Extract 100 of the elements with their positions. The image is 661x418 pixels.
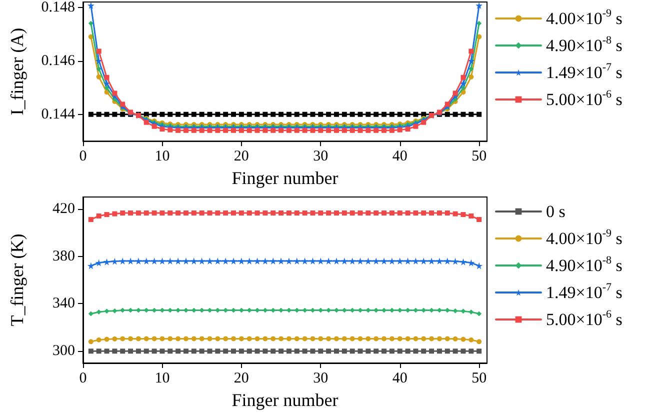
point xyxy=(160,126,165,132)
point xyxy=(120,210,126,216)
y-axis-title: T_finger (K) xyxy=(7,234,27,326)
point xyxy=(294,210,300,216)
point xyxy=(382,348,387,354)
point xyxy=(382,112,387,117)
point xyxy=(207,348,212,354)
point xyxy=(144,210,149,216)
point xyxy=(350,112,355,117)
point xyxy=(366,336,371,342)
point xyxy=(183,210,188,216)
point xyxy=(405,336,410,342)
point xyxy=(144,348,149,354)
point xyxy=(350,336,355,342)
point xyxy=(87,262,94,270)
point xyxy=(152,124,157,129)
point xyxy=(460,80,467,87)
point xyxy=(342,210,347,216)
point xyxy=(128,336,134,342)
point xyxy=(104,336,110,342)
point xyxy=(421,210,426,216)
point xyxy=(302,112,308,117)
point xyxy=(396,258,404,265)
point xyxy=(444,210,450,216)
point xyxy=(136,348,141,354)
point xyxy=(112,348,118,354)
point xyxy=(278,258,285,265)
point xyxy=(254,210,260,216)
x-tick-label: 50 xyxy=(472,370,487,386)
point xyxy=(429,348,434,354)
point xyxy=(334,210,339,216)
point xyxy=(340,258,348,265)
point xyxy=(160,348,165,354)
legend-label: 0 s xyxy=(546,202,566,221)
point xyxy=(158,258,166,265)
point xyxy=(436,258,443,265)
point xyxy=(96,112,102,117)
point xyxy=(318,112,324,117)
point xyxy=(382,336,387,342)
point xyxy=(246,128,252,133)
point xyxy=(176,112,181,117)
point xyxy=(214,258,222,265)
point xyxy=(254,336,260,342)
point xyxy=(103,80,110,87)
point xyxy=(168,127,173,132)
point xyxy=(476,2,483,9)
point xyxy=(199,336,204,342)
point xyxy=(444,336,450,342)
point xyxy=(413,210,418,216)
point xyxy=(96,348,102,354)
point xyxy=(278,336,284,342)
point xyxy=(326,336,332,342)
point xyxy=(182,258,190,265)
point xyxy=(176,210,181,216)
point xyxy=(231,210,236,216)
point xyxy=(334,112,339,117)
point xyxy=(112,211,118,216)
point xyxy=(325,258,332,265)
point xyxy=(350,210,355,216)
point xyxy=(183,336,188,342)
point xyxy=(270,210,276,216)
point xyxy=(444,112,450,117)
point xyxy=(120,102,126,107)
point xyxy=(183,112,188,117)
x-axis-title: Finger number xyxy=(232,390,338,410)
point xyxy=(310,348,316,354)
point xyxy=(199,128,204,133)
point xyxy=(468,66,474,72)
point xyxy=(246,258,253,265)
point xyxy=(270,258,277,265)
point xyxy=(120,112,126,117)
point xyxy=(326,210,332,216)
point xyxy=(207,336,212,342)
point xyxy=(112,308,118,314)
y-tick-label: 0.146 xyxy=(41,52,76,69)
point xyxy=(388,258,396,265)
point xyxy=(270,112,276,117)
point xyxy=(270,348,276,354)
point xyxy=(254,348,260,354)
point xyxy=(176,348,181,354)
point xyxy=(468,337,474,342)
point xyxy=(112,90,118,96)
point xyxy=(176,128,181,133)
point xyxy=(468,57,475,64)
point xyxy=(119,258,126,265)
point xyxy=(405,126,410,132)
point xyxy=(405,112,410,117)
point xyxy=(397,127,402,132)
point xyxy=(310,112,316,117)
x-tick-label: 40 xyxy=(392,370,408,386)
x-tick-label: 30 xyxy=(313,370,328,386)
point xyxy=(262,210,268,216)
point xyxy=(254,128,260,133)
point xyxy=(168,348,173,354)
point xyxy=(374,112,379,117)
point xyxy=(412,258,420,265)
point xyxy=(166,258,174,265)
point xyxy=(389,210,394,216)
point xyxy=(476,311,482,316)
point xyxy=(238,336,244,342)
